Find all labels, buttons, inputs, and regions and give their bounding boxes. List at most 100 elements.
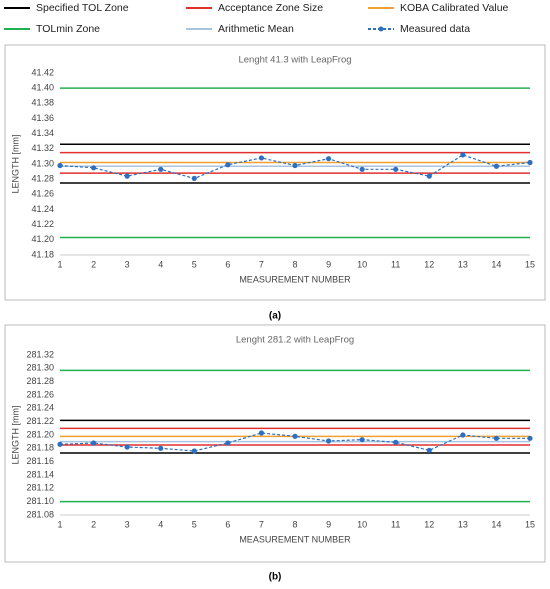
chart-frame xyxy=(4,324,546,563)
data-point xyxy=(191,175,197,182)
chart-frame xyxy=(4,44,546,301)
x-tick-label: 1 xyxy=(57,519,62,529)
x-tick-label: 15 xyxy=(525,519,535,529)
x-tick-label: 2 xyxy=(91,259,96,269)
y-tick-label: 41.36 xyxy=(31,113,54,123)
legend-label: Arithmetic Mean xyxy=(218,23,294,35)
x-tick-label: 12 xyxy=(424,259,434,269)
chart: Lenght 281.2 with LeapFrog (b) 281.08 281.1… xyxy=(4,324,546,583)
data-point xyxy=(527,435,533,441)
x-tick-label: 2 xyxy=(91,519,96,529)
x-tick-label: 5 xyxy=(192,519,197,529)
chart-caption: (b) xyxy=(269,572,282,583)
x-tick-label: 11 xyxy=(391,519,400,529)
y-tick-label: 281.24 xyxy=(26,403,54,413)
data-point xyxy=(225,440,231,446)
y-tick-label: 281.22 xyxy=(26,416,54,426)
x-tick-label: 6 xyxy=(225,259,230,269)
data-point xyxy=(90,165,97,171)
data-point xyxy=(124,173,130,179)
x-tick-label: 10 xyxy=(357,519,367,529)
x-tick-label: 3 xyxy=(125,519,130,529)
data-point xyxy=(124,444,130,450)
data-point xyxy=(426,173,432,179)
x-tick-label: 9 xyxy=(326,519,331,529)
legend-label: KOBA Calibrated Value xyxy=(400,2,509,14)
data-point xyxy=(460,432,466,438)
legend: Specified TOL Zone Acceptance Zone Size KO… xyxy=(4,2,509,35)
x-tick-label: 5 xyxy=(192,259,197,269)
y-tick-label: 281.14 xyxy=(26,469,54,479)
y-tick-label: 41.38 xyxy=(31,98,54,108)
data-point xyxy=(57,162,63,169)
x-tick-label: 13 xyxy=(458,519,468,529)
data-point xyxy=(426,447,432,453)
x-tick-label: 4 xyxy=(158,519,163,529)
data-point xyxy=(57,441,63,447)
data-point xyxy=(158,445,164,451)
data-point xyxy=(258,155,265,161)
y-tick-label: 41.32 xyxy=(31,143,54,153)
data-point xyxy=(359,437,365,443)
x-tick-label: 9 xyxy=(326,259,331,269)
legend-label: Measured data xyxy=(400,23,470,35)
x-axis-title: MEASUREMENT NUMBER xyxy=(239,274,351,284)
y-tick-label: 41.18 xyxy=(31,249,54,259)
x-tick-label: 14 xyxy=(491,259,501,269)
y-tick-label: 281.12 xyxy=(26,483,54,493)
x-tick-label: 7 xyxy=(259,259,264,269)
y-tick-label: 281.20 xyxy=(26,429,54,439)
y-tick-label: 281.10 xyxy=(26,496,54,506)
data-point xyxy=(393,439,399,445)
data-point xyxy=(359,166,365,172)
y-tick-label: 281.28 xyxy=(26,376,54,386)
legend-label: Specified TOL Zone xyxy=(36,2,129,14)
x-tick-label: 7 xyxy=(259,519,264,529)
x-tick-label: 13 xyxy=(458,259,468,269)
y-tick-label: 281.16 xyxy=(26,456,54,466)
legend-label: TOLmin Zone xyxy=(36,23,100,35)
data-point xyxy=(393,166,399,172)
x-tick-label: 1 xyxy=(57,259,62,269)
x-axis-title: MEASUREMENT NUMBER xyxy=(239,534,351,544)
chart: Lenght 41.3 with LeapFrog(a)41.1841.2041… xyxy=(4,44,546,322)
data-point xyxy=(460,152,466,158)
y-tick-label: 41.28 xyxy=(31,174,54,184)
y-tick-label: 41.42 xyxy=(31,67,54,77)
data-point xyxy=(493,435,500,441)
data-point xyxy=(258,430,265,436)
y-tick-label: 41.24 xyxy=(31,204,54,214)
x-tick-label: 15 xyxy=(525,259,535,269)
data-point xyxy=(158,166,164,172)
data-point xyxy=(325,438,332,444)
x-tick-label: 8 xyxy=(292,519,297,529)
x-tick-label: 6 xyxy=(225,519,230,529)
y-tick-label: 41.30 xyxy=(31,158,54,168)
y-tick-label: 281.08 xyxy=(26,509,54,519)
data-point xyxy=(527,159,533,166)
data-point xyxy=(493,163,500,169)
y-tick-label: 281.32 xyxy=(26,349,54,359)
data-point xyxy=(225,162,231,168)
x-tick-label: 14 xyxy=(491,519,501,529)
y-tick-label: 281.30 xyxy=(26,363,54,373)
y-tick-label: 41.20 xyxy=(31,234,54,244)
x-tick-label: 10 xyxy=(357,259,367,269)
y-tick-label: 41.26 xyxy=(31,189,54,199)
data-point xyxy=(191,448,197,454)
data-point xyxy=(292,433,298,439)
y-axis-title: LENGTH [mm] xyxy=(10,134,20,193)
data-point xyxy=(90,440,97,446)
legend-label: Acceptance Zone Size xyxy=(218,2,323,14)
chart-title: Lenght 41.3 with LeapFrog xyxy=(238,55,351,66)
legend-marker xyxy=(378,26,384,32)
x-tick-label: 3 xyxy=(125,259,130,269)
data-point xyxy=(325,156,332,162)
chart-title: Lenght 281.2 with LeapFrog xyxy=(236,335,354,346)
y-tick-label: 41.34 xyxy=(31,128,54,138)
y-tick-label: 281.26 xyxy=(26,389,54,399)
data-point xyxy=(292,162,298,169)
y-tick-label: 41.22 xyxy=(31,219,54,229)
y-tick-label: 41.40 xyxy=(31,83,54,93)
